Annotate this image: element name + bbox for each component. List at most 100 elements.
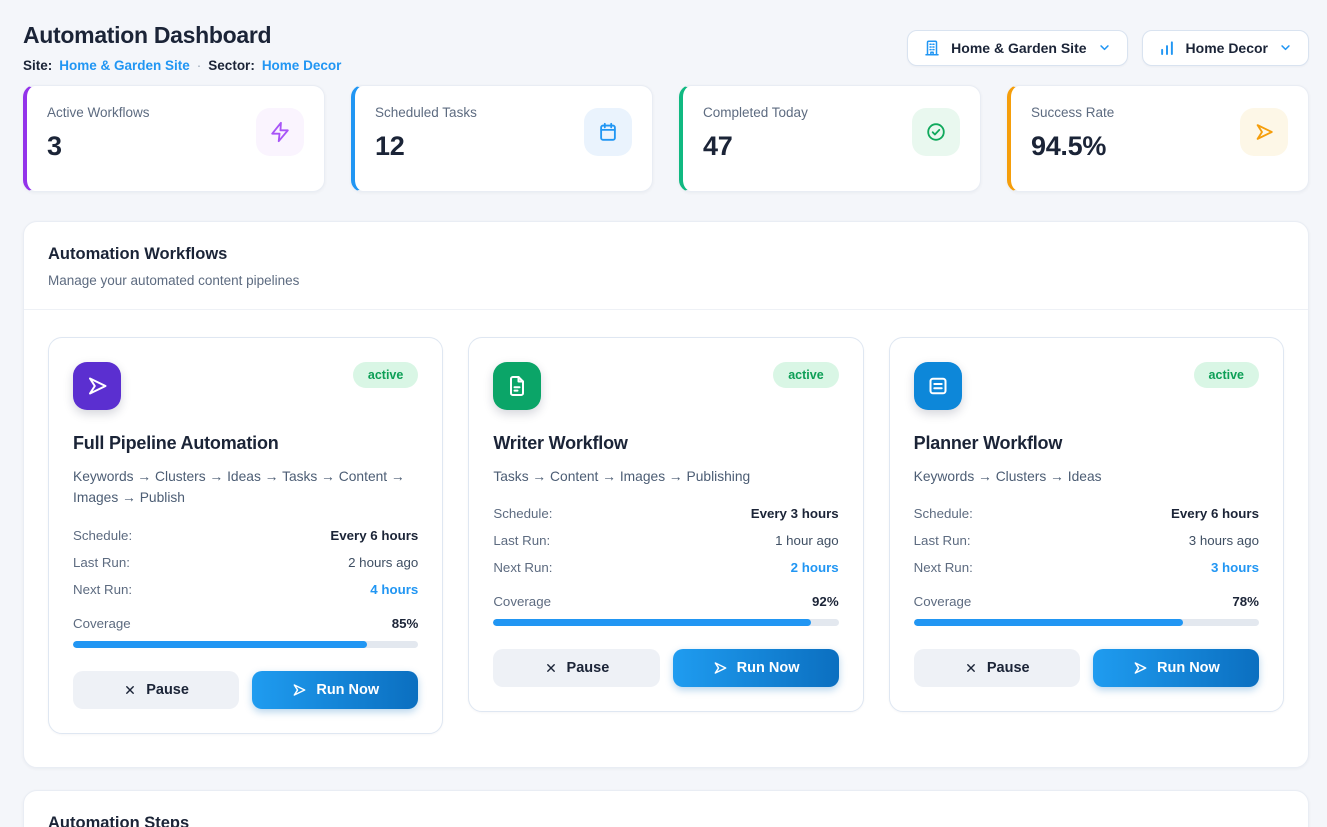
site-label: Site:	[23, 58, 53, 73]
workflow-pipeline: Tasks → Content → Images → Publishing	[493, 469, 751, 484]
chevron-down-icon	[1278, 40, 1293, 55]
list-icon	[913, 362, 962, 410]
site-selector-dropdown[interactable]: Home & Garden Site	[907, 29, 1128, 66]
next-run-value: 2 hours	[790, 560, 839, 576]
pause-button[interactable]: Pause	[493, 649, 660, 688]
coverage-value: 92%	[812, 594, 839, 610]
schedule-value: Every 3 hours	[750, 506, 839, 522]
workflow-name: Full Pipeline Automation	[73, 433, 279, 453]
workflows-section: Automation Workflows Manage your automat…	[23, 221, 1309, 768]
stats-row: Active Workflows 3 Scheduled Tasks 12	[23, 85, 1309, 192]
header-selectors: Home & Garden Site Home Decor	[907, 29, 1309, 66]
next-run-value: 4 hours	[370, 581, 419, 597]
workflow-cards-grid: active Full Pipeline Automation Keywords…	[48, 337, 1284, 734]
status-badge: active	[352, 362, 419, 388]
separator-dot: ·	[196, 58, 202, 73]
stat-card-scheduled-tasks: Scheduled Tasks 12	[351, 85, 653, 192]
sector-label: Sector:	[208, 58, 255, 73]
stat-card-completed-today: Completed Today 47	[679, 85, 981, 192]
schedule-row: Schedule: Every 6 hours	[913, 506, 1259, 522]
page-title: Automation Dashboard	[23, 22, 272, 48]
page-header: Automation Dashboard Site: Home & Garden…	[23, 22, 1309, 73]
calendar-icon	[584, 108, 632, 156]
workflow-card-full-pipeline: active Full Pipeline Automation Keywords…	[48, 337, 444, 734]
last-run-row: Last Run: 2 hours ago	[73, 554, 419, 570]
breadcrumb: Site: Home & Garden Site · Sector: Home …	[23, 58, 341, 73]
chevron-down-icon	[1097, 40, 1112, 55]
steps-section: Automation Steps Configure which steps a…	[23, 789, 1309, 827]
workflow-name: Planner Workflow	[913, 433, 1063, 453]
pause-button[interactable]: Pause	[913, 649, 1080, 688]
sector-selector-dropdown[interactable]: Home Decor	[1141, 29, 1309, 66]
run-now-button[interactable]: Run Now	[672, 649, 839, 688]
last-run-value: 2 hours ago	[348, 554, 419, 570]
schedule-row: Schedule: Every 3 hours	[493, 506, 839, 522]
bar-chart-icon	[1158, 39, 1176, 57]
stat-card-success-rate: Success Rate 94.5%	[1007, 85, 1309, 192]
section-divider	[24, 309, 1308, 310]
x-icon	[123, 683, 137, 697]
zap-icon	[256, 108, 304, 156]
send-icon	[1240, 108, 1288, 156]
next-run-value: 3 hours	[1210, 560, 1259, 576]
coverage-progress-fill	[73, 640, 367, 648]
send-icon	[73, 362, 121, 410]
workflows-section-body: active Full Pipeline Automation Keywords…	[24, 310, 1308, 767]
status-badge: active	[773, 362, 839, 388]
site-link[interactable]: Home & Garden Site	[59, 58, 190, 73]
run-now-button[interactable]: Run Now	[1092, 649, 1259, 688]
stat-value: 12	[375, 131, 405, 161]
header-left: Automation Dashboard Site: Home & Garden…	[23, 22, 341, 73]
workflows-section-header: Automation Workflows Manage your automat…	[24, 222, 1308, 309]
last-run-value: 3 hours ago	[1188, 533, 1259, 549]
pause-button[interactable]: Pause	[73, 670, 240, 709]
building-icon	[923, 39, 941, 57]
last-run-row: Last Run: 3 hours ago	[913, 533, 1259, 549]
run-now-button[interactable]: Run Now	[252, 670, 419, 709]
coverage-progress-track	[493, 619, 839, 627]
steps-section-header: Automation Steps Configure which steps a…	[24, 791, 1308, 827]
coverage-progress-track	[913, 619, 1259, 627]
stat-label: Active Workflows	[47, 105, 150, 120]
coverage-progress-track	[73, 640, 419, 648]
coverage-value: 85%	[391, 615, 419, 631]
workflow-card-writer: active Writer Workflow Tasks → Content →…	[468, 337, 864, 713]
section-title: Automation Workflows	[48, 245, 228, 263]
last-run-value: 1 hour ago	[775, 533, 839, 549]
stat-value: 3	[47, 131, 62, 161]
send-icon	[1132, 660, 1148, 676]
workflow-pipeline: Keywords → Clusters → Ideas → Tasks → Co…	[73, 469, 405, 506]
stat-value: 94.5%	[1031, 131, 1107, 161]
section-subtitle: Manage your automated content pipelines	[48, 273, 300, 288]
stat-label: Success Rate	[1031, 105, 1115, 120]
workflow-name: Writer Workflow	[493, 433, 628, 453]
x-icon	[964, 661, 978, 675]
next-run-row: Next Run: 2 hours	[493, 560, 839, 576]
schedule-row: Schedule: Every 6 hours	[73, 527, 419, 543]
coverage-block: Coverage 85%	[73, 615, 419, 648]
status-badge: active	[1193, 362, 1259, 388]
stat-value: 47	[703, 131, 733, 161]
site-selector-label: Home & Garden Site	[951, 39, 1087, 56]
last-run-row: Last Run: 1 hour ago	[493, 533, 839, 549]
next-run-row: Next Run: 3 hours	[913, 560, 1259, 576]
stat-label: Completed Today	[703, 105, 808, 120]
send-icon	[712, 660, 728, 676]
stat-card-active-workflows: Active Workflows 3	[23, 85, 325, 192]
coverage-progress-fill	[493, 619, 812, 627]
coverage-value: 78%	[1232, 594, 1259, 610]
coverage-block: Coverage 78%	[913, 594, 1259, 627]
workflow-pipeline: Keywords → Clusters → Ideas	[913, 469, 1102, 484]
stat-label: Scheduled Tasks	[375, 105, 477, 120]
coverage-block: Coverage 92%	[493, 594, 839, 627]
sector-selector-label: Home Decor	[1185, 39, 1268, 56]
section-title: Automation Steps	[48, 813, 190, 827]
send-icon	[291, 682, 307, 698]
coverage-progress-fill	[913, 619, 1184, 627]
sector-link[interactable]: Home Decor	[261, 58, 342, 73]
x-icon	[544, 661, 558, 675]
check-circle-icon	[912, 108, 960, 156]
file-icon	[493, 362, 542, 410]
next-run-row: Next Run: 4 hours	[73, 581, 419, 597]
